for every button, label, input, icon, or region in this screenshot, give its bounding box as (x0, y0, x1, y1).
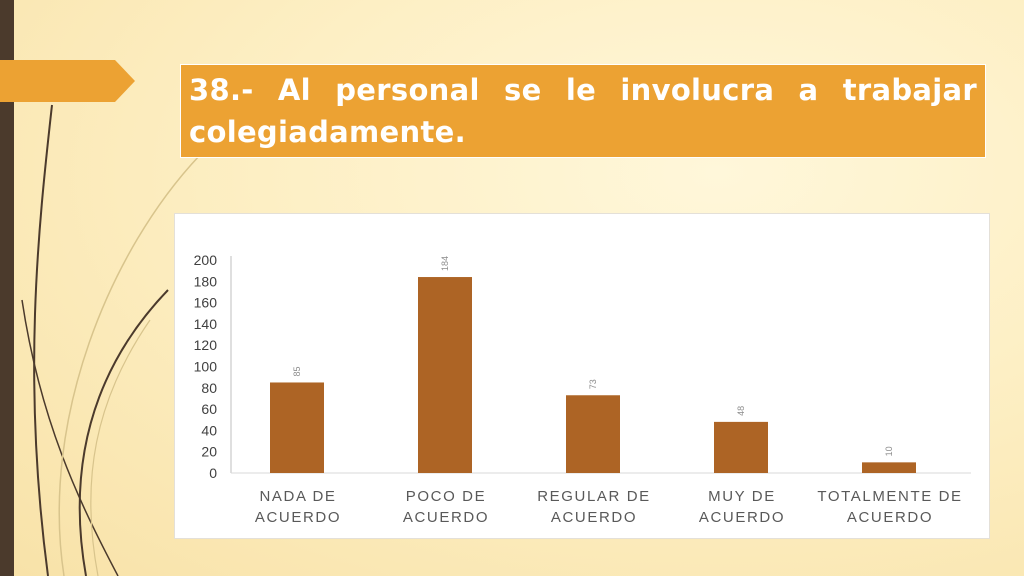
y-tick-label: 120 (194, 337, 218, 353)
bar (270, 382, 324, 473)
x-category-label: NADA DE (259, 488, 336, 505)
title-box: 38.- Al personal se le involucra a traba… (180, 64, 986, 158)
y-tick-label: 140 (194, 316, 218, 332)
bar-chart: 0 20 40 60 80 100 120 140 160 180 200 85 NADA DE ACUE… (194, 252, 971, 526)
data-label: 48 (736, 406, 746, 416)
bar (418, 277, 472, 473)
y-tick-label: 200 (194, 252, 218, 268)
chart-panel: 0 20 40 60 80 100 120 140 160 180 200 85 NADA DE ACUE… (174, 213, 990, 539)
x-category-label: ACUERDO (847, 509, 933, 526)
x-category-label: ACUERDO (403, 509, 489, 526)
x-category-label: MUY DE (708, 488, 776, 505)
x-category-label: ACUERDO (699, 509, 785, 526)
bar (566, 395, 620, 473)
bar (862, 462, 916, 473)
y-tick-label: 180 (194, 273, 218, 289)
data-label: 73 (588, 379, 598, 389)
y-tick-label: 160 (194, 295, 218, 311)
data-label: 10 (884, 446, 894, 456)
y-tick-label: 0 (209, 465, 217, 481)
bar (714, 421, 768, 473)
x-category-label: ACUERDO (551, 509, 637, 526)
title-arrow-tab (0, 60, 135, 102)
y-tick-label: 80 (201, 380, 217, 396)
data-label: 184 (440, 256, 450, 271)
y-tick-label: 60 (201, 401, 217, 417)
y-tick-label: 40 (201, 422, 217, 438)
left-accent-bar (0, 0, 14, 576)
y-tick-label: 20 (201, 444, 217, 460)
x-category-label: POCO DE (406, 488, 486, 505)
y-tick-label: 100 (194, 359, 218, 375)
x-category-label: ACUERDO (255, 509, 341, 526)
data-label: 85 (292, 366, 302, 376)
x-category-label: REGULAR DE (537, 488, 651, 505)
x-category-label: TOTALMENTE DE (817, 488, 962, 505)
decorative-curves (21, 104, 200, 576)
slide-title: 38.- Al personal se le involucra a traba… (189, 73, 977, 149)
